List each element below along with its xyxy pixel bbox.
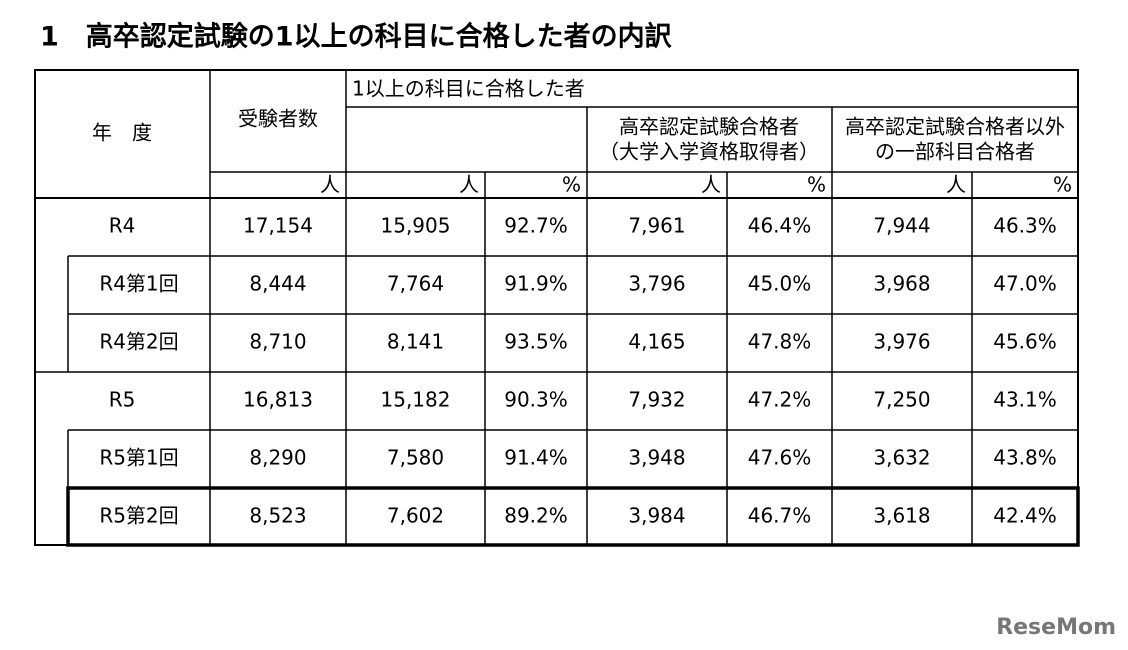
grid [34,69,1080,547]
cell: 47.6% [748,446,812,470]
cell: 3,948 [628,446,685,470]
cell: 90.3% [504,388,568,412]
cell: 43.1% [993,388,1057,412]
cell: 7,764 [387,272,444,296]
cell: 8,290 [249,446,306,470]
cell: 91.4% [504,446,568,470]
cell: 3,796 [628,272,685,296]
row-label: R4第2回 [99,330,178,354]
row-label: R5第1回 [99,446,178,470]
row-label: R4第1回 [99,272,178,296]
unit: % [1053,173,1072,197]
unit: % [562,173,581,197]
cell: 16,813 [243,388,313,412]
cell: 3,968 [873,272,930,296]
header-year: 年 度 [92,121,152,145]
cell: 7,932 [628,388,685,412]
header-partial-pass: の一部科目合格者 [875,140,1035,164]
cell: 46.4% [748,214,812,238]
cell: 4,165 [628,330,685,354]
cell: 17,154 [243,214,313,238]
cell: 8,710 [249,330,306,354]
logo: ReseMom [996,615,1116,640]
cell: 15,905 [381,214,451,238]
cell: 45.6% [993,330,1057,354]
cell: 91.9% [504,272,568,296]
cell: 43.8% [993,446,1057,470]
cell: 47.2% [748,388,812,412]
header-full-pass: （大学入学資格取得者） [599,140,819,164]
cell: 8,444 [249,272,306,296]
header-passed-any: 1以上の科目に合格した者 [352,77,585,101]
cell: 3,618 [873,504,930,528]
unit: 人 [946,173,966,197]
unit: 人 [459,173,479,197]
unit: 人 [320,173,340,197]
cell: 7,602 [387,504,444,528]
row-label: R5 [109,388,136,412]
cell: 45.0% [748,272,812,296]
unit: 人 [701,173,721,197]
header-examinees: 受験者数 [238,107,318,131]
title: 1 高卒認定試験の1以上の科目に合格した者の内訳 [40,21,673,53]
header-partial-pass: 高卒認定試験合格者以外 [845,115,1065,139]
row-label: R4 [109,214,136,238]
unit: % [807,173,826,197]
cell: 3,976 [873,330,930,354]
cell: 47.8% [748,330,812,354]
cell: 8,141 [387,330,444,354]
cell: 93.5% [504,330,568,354]
cell: 3,632 [873,446,930,470]
cell: 46.3% [993,214,1057,238]
cell: 3,984 [628,504,685,528]
cell: 46.7% [748,504,812,528]
header-full-pass: 高卒認定試験合格者 [619,115,799,139]
cell: 7,250 [873,388,930,412]
row-label: R5第2回 [99,504,178,528]
cell: 7,961 [628,214,685,238]
cell: 15,182 [381,388,451,412]
cell: 89.2% [504,504,568,528]
cell: 7,944 [873,214,930,238]
cell: 92.7% [504,214,568,238]
cell: 8,523 [249,504,306,528]
cell: 42.4% [993,504,1057,528]
cell: 7,580 [387,446,444,470]
cell: 47.0% [993,272,1057,296]
